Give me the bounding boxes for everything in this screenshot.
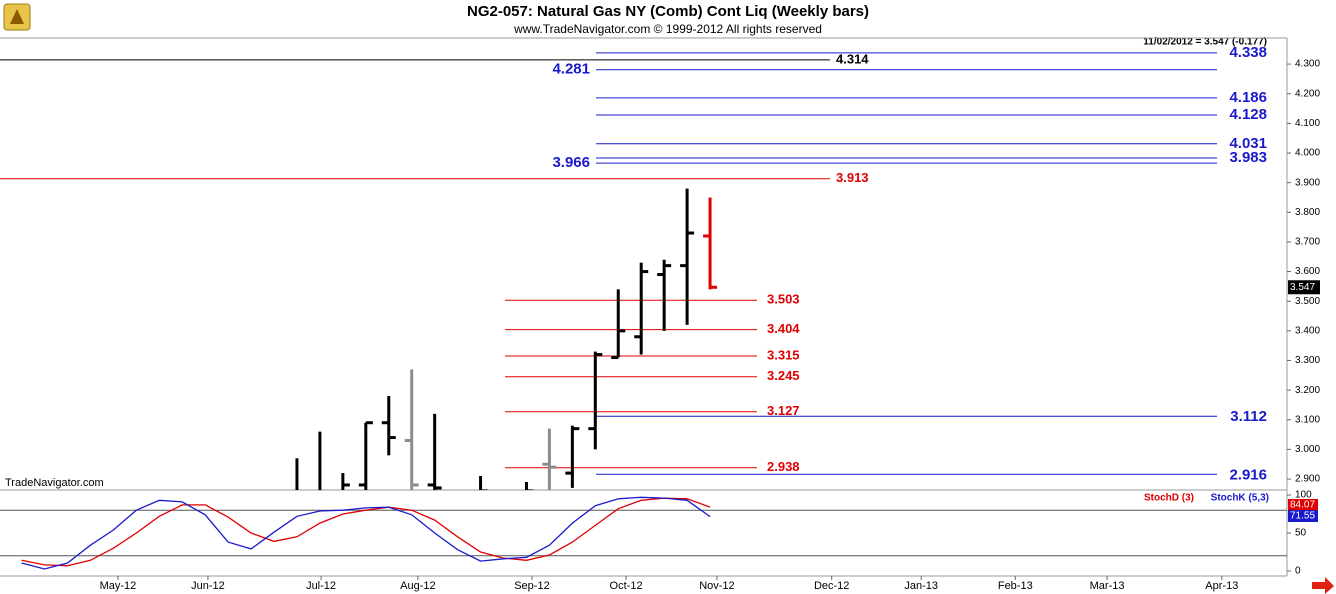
last-quote: 11/02/2012 = 3.547 (-0.177): [1143, 37, 1267, 48]
level-label: 3.112: [1230, 408, 1267, 425]
level-label: 4.314: [836, 51, 869, 66]
price-bars: [295, 188, 718, 490]
level-label: 4.338: [1229, 44, 1267, 61]
x-tick-label: Mar-13: [1090, 580, 1125, 592]
value-box-label: 71.55: [1290, 511, 1315, 522]
scroll-arrow[interactable]: [1312, 577, 1334, 594]
level-label: 3.127: [767, 403, 800, 418]
y-tick-label: 3.400: [1295, 325, 1320, 336]
x-tick-label: Oct-12: [610, 580, 643, 592]
x-tick-label: Aug-12: [400, 580, 435, 592]
x-tick-label: Apr-13: [1205, 580, 1238, 592]
x-tick-label: Jul-12: [306, 580, 336, 592]
level-label: 3.245: [767, 368, 800, 383]
value-box-label: 84.07: [1290, 500, 1315, 511]
value-box: [1288, 510, 1318, 522]
y-tick-label: 3.900: [1295, 177, 1320, 188]
y-tick-label: 4.000: [1295, 148, 1320, 159]
y-tick-label: 4.100: [1295, 118, 1320, 129]
level-label: 3.503: [767, 292, 800, 307]
legend-label: StochK (5,3): [1211, 493, 1269, 504]
y-tick-label: 3.200: [1295, 385, 1320, 396]
x-tick-label: Jan-13: [904, 580, 938, 592]
stoch-line: [21, 497, 711, 567]
level-label: 4.186: [1229, 89, 1267, 106]
x-tick-label: Nov-12: [699, 580, 734, 592]
y-tick-label: 3.100: [1295, 414, 1320, 425]
stoch-line: [21, 496, 711, 570]
level-label: 3.983: [1229, 149, 1267, 166]
level-label: 4.128: [1229, 106, 1267, 123]
value-box: [1288, 499, 1318, 511]
x-tick-label: Feb-13: [998, 580, 1033, 592]
price-box-label: 3.547: [1290, 282, 1315, 293]
x-tick-label: Dec-12: [814, 580, 849, 592]
subtitle: www.TradeNavigator.com © 1999-2012 All r…: [513, 22, 822, 36]
level-label: 2.938: [767, 459, 800, 474]
y-tick-label: 3.300: [1295, 355, 1320, 366]
level-label: 2.916: [1229, 466, 1267, 483]
level-label: 3.404: [767, 321, 800, 336]
x-tick-label: May-12: [100, 580, 137, 592]
x-tick-label: Sep-12: [514, 580, 549, 592]
level-label: 4.281: [552, 61, 590, 78]
y-tick-label: 3.500: [1295, 296, 1320, 307]
y-tick-label: 0: [1295, 566, 1301, 577]
level-label: 3.966: [552, 154, 590, 171]
title: NG2-057: Natural Gas NY (Comb) Cont Liq …: [467, 3, 869, 20]
level-label: 3.913: [836, 170, 869, 185]
watermark: TradeNavigator.com: [5, 477, 104, 489]
x-tick-label: Jun-12: [191, 580, 225, 592]
level-label: 4.031: [1229, 135, 1267, 152]
level-label: 3.315: [767, 347, 800, 362]
y-tick-label: 4.300: [1295, 59, 1320, 70]
y-tick-label: 2.900: [1295, 474, 1320, 485]
logo: [3, 3, 31, 31]
y-tick-label: 3.800: [1295, 207, 1320, 218]
y-tick-label: 3.600: [1295, 266, 1320, 277]
y-tick-label: 50: [1295, 528, 1307, 539]
y-tick-label: 3.000: [1295, 444, 1320, 455]
y-tick-label: 3.700: [1295, 237, 1320, 248]
legend-label: StochD (3): [1144, 493, 1194, 504]
price-box: [1288, 280, 1320, 295]
y-tick-label: 100: [1295, 490, 1312, 501]
y-tick-label: 4.200: [1295, 88, 1320, 99]
